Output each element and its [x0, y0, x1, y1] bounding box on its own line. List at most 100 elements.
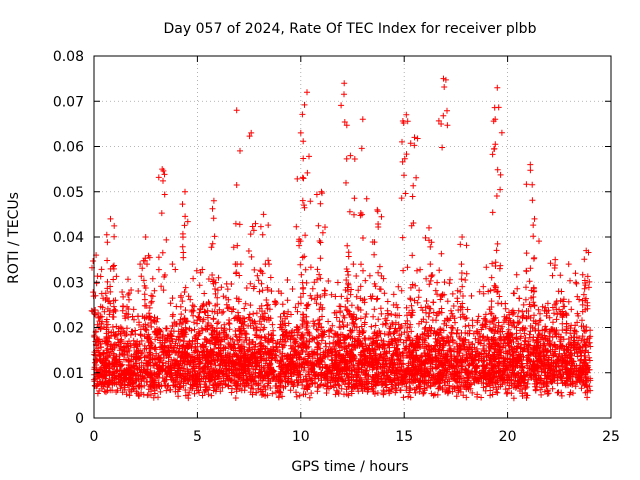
- data-point: [265, 375, 272, 382]
- data-point: [555, 389, 562, 396]
- data-point: [225, 320, 232, 326]
- data-point: [264, 349, 271, 356]
- data-point: [136, 363, 143, 369]
- data-point: [537, 375, 544, 382]
- data-point: [233, 359, 240, 366]
- data-point: [350, 261, 357, 268]
- data-point: [235, 378, 241, 385]
- data-point: [237, 261, 244, 268]
- data-point: [179, 353, 185, 360]
- data-point: [412, 389, 419, 396]
- data-point: [277, 321, 284, 328]
- data-point: [258, 302, 265, 309]
- data-point: [222, 345, 229, 352]
- data-point: [519, 348, 526, 355]
- data-point: [212, 357, 219, 364]
- data-point: [250, 310, 257, 317]
- data-point: [326, 340, 333, 347]
- data-point: [449, 337, 456, 344]
- data-point: [314, 276, 321, 283]
- data-point: [274, 339, 281, 346]
- data-point: [390, 350, 397, 357]
- data-point: [207, 346, 214, 353]
- data-point: [219, 309, 225, 316]
- data-point: [126, 392, 133, 399]
- data-point: [420, 316, 427, 323]
- data-point: [403, 383, 410, 390]
- data-point: [384, 363, 390, 370]
- data-point: [257, 334, 264, 341]
- data-point: [335, 334, 342, 341]
- data-point: [425, 313, 432, 320]
- data-point: [441, 317, 448, 324]
- data-point: [267, 274, 274, 281]
- data-point: [530, 299, 537, 306]
- data-point: [470, 361, 477, 367]
- data-point: [166, 338, 173, 345]
- data-point: [250, 366, 257, 372]
- data-point: [542, 304, 549, 311]
- data-point: [307, 264, 314, 271]
- data-point: [539, 303, 546, 310]
- data-point: [369, 293, 376, 300]
- data-point: [201, 364, 208, 371]
- data-point: [105, 365, 112, 372]
- data-point: [438, 309, 445, 316]
- data-point: [414, 371, 421, 378]
- data-point: [266, 317, 272, 324]
- data-point: [380, 361, 387, 368]
- data-point: [514, 285, 521, 292]
- data-point: [567, 277, 573, 284]
- data-point: [482, 311, 489, 318]
- data-point: [182, 284, 189, 291]
- data-point: [544, 374, 551, 381]
- data-point: [112, 297, 119, 304]
- data-point: [393, 387, 400, 394]
- data-point: [443, 322, 450, 329]
- data-point: [144, 261, 150, 268]
- data-point: [533, 377, 540, 384]
- data-point: [417, 367, 424, 374]
- data-point: [574, 293, 581, 300]
- data-point: [247, 389, 254, 396]
- data-point: [233, 386, 240, 393]
- data-point: [549, 375, 556, 382]
- data-point: [262, 386, 269, 393]
- data-point: [126, 290, 133, 297]
- data-point: [305, 343, 312, 350]
- data-point: [425, 370, 432, 377]
- data-point: [353, 324, 360, 331]
- data-point: [266, 306, 273, 313]
- data-point: [273, 300, 280, 306]
- data-point: [377, 305, 384, 312]
- data-point: [348, 367, 355, 374]
- data-point: [263, 302, 270, 309]
- data-point: [287, 342, 294, 349]
- data-point: [267, 365, 274, 372]
- data-point: [288, 378, 294, 385]
- data-point: [124, 366, 131, 373]
- data-point: [331, 360, 338, 367]
- data-point: [549, 334, 556, 341]
- data-point: [496, 346, 503, 353]
- data-point: [151, 314, 158, 321]
- data-point: [504, 371, 511, 378]
- data-point: [310, 369, 317, 376]
- data-point: [185, 293, 192, 300]
- data-point: [387, 388, 394, 395]
- data-point: [494, 289, 501, 295]
- data-point: [297, 371, 304, 378]
- data-point: [96, 387, 103, 394]
- data-point: [190, 358, 197, 365]
- data-point: [481, 337, 488, 344]
- data-point: [444, 378, 451, 385]
- data-point: [585, 284, 592, 291]
- data-point: [113, 323, 120, 330]
- data-point: [383, 384, 390, 391]
- data-point: [337, 324, 344, 331]
- data-point: [181, 348, 188, 355]
- data-point: [174, 369, 181, 376]
- data-point: [586, 357, 593, 364]
- data-point: [162, 382, 169, 389]
- data-point: [258, 355, 264, 362]
